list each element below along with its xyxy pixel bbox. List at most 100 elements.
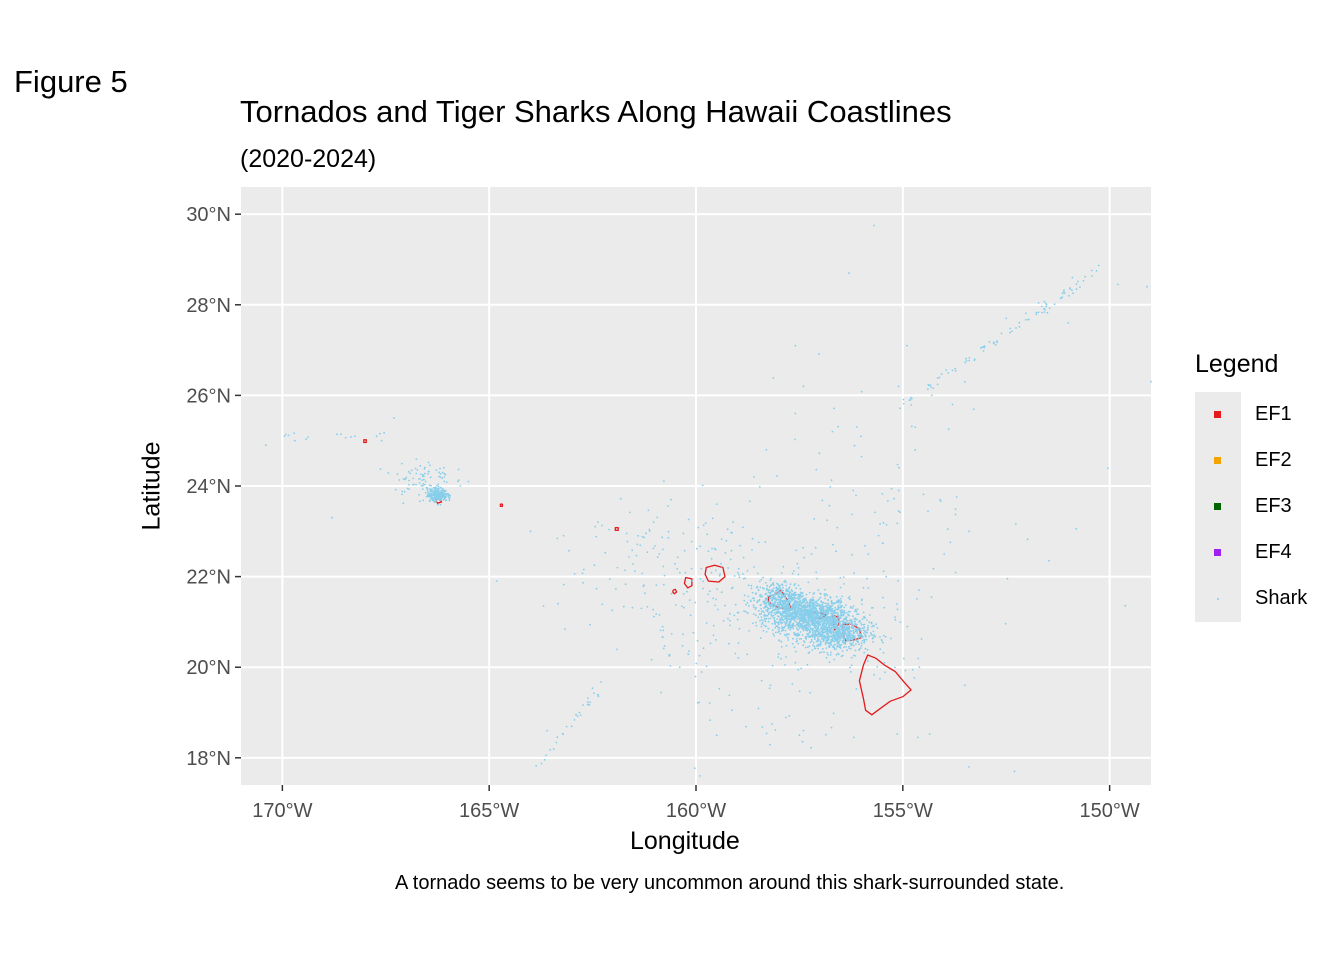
shark-point [679, 571, 681, 574]
shark-point [850, 656, 853, 659]
shark-point [879, 678, 881, 680]
shark-point [867, 624, 870, 627]
shark-point [424, 466, 426, 469]
shark-point [771, 723, 773, 725]
shark-point [700, 567, 703, 570]
shark-point [763, 587, 765, 590]
shark-point [791, 572, 794, 575]
shark-point [764, 541, 767, 543]
shark-point [805, 609, 808, 612]
shark-point [1045, 302, 1047, 305]
shark-point [819, 613, 822, 615]
shark-point [543, 758, 546, 761]
shark-point [699, 545, 702, 548]
shark-point [1146, 285, 1148, 288]
shark-point [597, 695, 600, 698]
shark-point [954, 508, 957, 510]
shark-point [851, 621, 853, 624]
shark-point [795, 587, 798, 589]
shark-point [851, 636, 854, 639]
shark-point [814, 631, 817, 634]
chart-title: Tornados and Tiger Sharks Along Hawaii C… [240, 94, 952, 129]
shark-point [848, 623, 851, 626]
shark-point [853, 620, 856, 623]
shark-point [793, 612, 796, 614]
legend-label: Shark [1255, 587, 1308, 609]
shark-point [674, 562, 676, 565]
shark-point [776, 582, 778, 585]
shark-point [850, 644, 852, 647]
shark-point [797, 584, 800, 587]
shark-point [847, 635, 849, 638]
shark-point [427, 495, 430, 498]
shark-point [837, 653, 840, 656]
shark-point [549, 748, 552, 751]
shark-point [860, 455, 863, 458]
shark-point [911, 668, 914, 671]
shark-point [825, 625, 827, 627]
shark-point [808, 631, 811, 634]
shark-point [862, 623, 865, 626]
shark-point [840, 655, 843, 658]
shark-point [765, 732, 768, 735]
shark-point [947, 372, 950, 374]
chart-caption: A tornado seems to be very uncommon arou… [395, 872, 1065, 894]
shark-point [702, 647, 705, 650]
legend-entry-ef3: EF3 [1195, 484, 1292, 530]
shark-point [842, 637, 845, 640]
shark-point [791, 614, 794, 617]
shark-point [424, 491, 427, 494]
shark-point [540, 762, 543, 765]
shark-point [818, 618, 820, 620]
shark-point [833, 633, 835, 635]
shark-point [781, 593, 784, 596]
shark-point [741, 526, 744, 529]
shark-point [784, 623, 787, 625]
shark-point [794, 412, 797, 415]
shark-point [827, 633, 830, 636]
shark-point [431, 494, 433, 497]
shark-point [819, 651, 821, 654]
shark-point [808, 625, 811, 628]
shark-point [622, 605, 625, 608]
shark-point [714, 548, 717, 551]
shark-point [819, 624, 821, 627]
shark-point [770, 595, 773, 598]
shark-point [792, 627, 795, 630]
shark-point [824, 597, 826, 600]
shark-point [766, 587, 768, 590]
shark-point [856, 623, 858, 626]
shark-point [608, 528, 610, 531]
shark-point [1026, 538, 1029, 541]
shark-point [783, 627, 785, 629]
shark-point [799, 631, 802, 633]
shark-point [582, 704, 584, 706]
legend-symbol [1214, 457, 1221, 464]
shark-point [830, 608, 832, 611]
shark-point [422, 484, 424, 487]
shark-point [845, 619, 848, 621]
shark-point [811, 635, 813, 637]
shark-point [427, 473, 429, 475]
shark-point [863, 651, 866, 654]
shark-point [769, 579, 772, 581]
shark-point [681, 605, 683, 608]
shark-point [595, 587, 598, 590]
shark-point [652, 521, 655, 524]
shark-point [820, 630, 823, 633]
shark-point [426, 486, 428, 489]
shark-point [882, 651, 885, 654]
shark-point [890, 487, 893, 490]
shark-point [764, 599, 767, 602]
shark-point [778, 586, 781, 588]
shark-point [809, 627, 812, 629]
shark-point [848, 639, 850, 642]
shark-point [815, 617, 818, 619]
shark-point [699, 775, 701, 777]
shark-point [422, 483, 425, 485]
shark-point [1037, 302, 1040, 304]
shark-point [787, 590, 790, 592]
shark-point [437, 489, 440, 492]
shark-point [283, 435, 286, 438]
shark-point [762, 600, 765, 603]
